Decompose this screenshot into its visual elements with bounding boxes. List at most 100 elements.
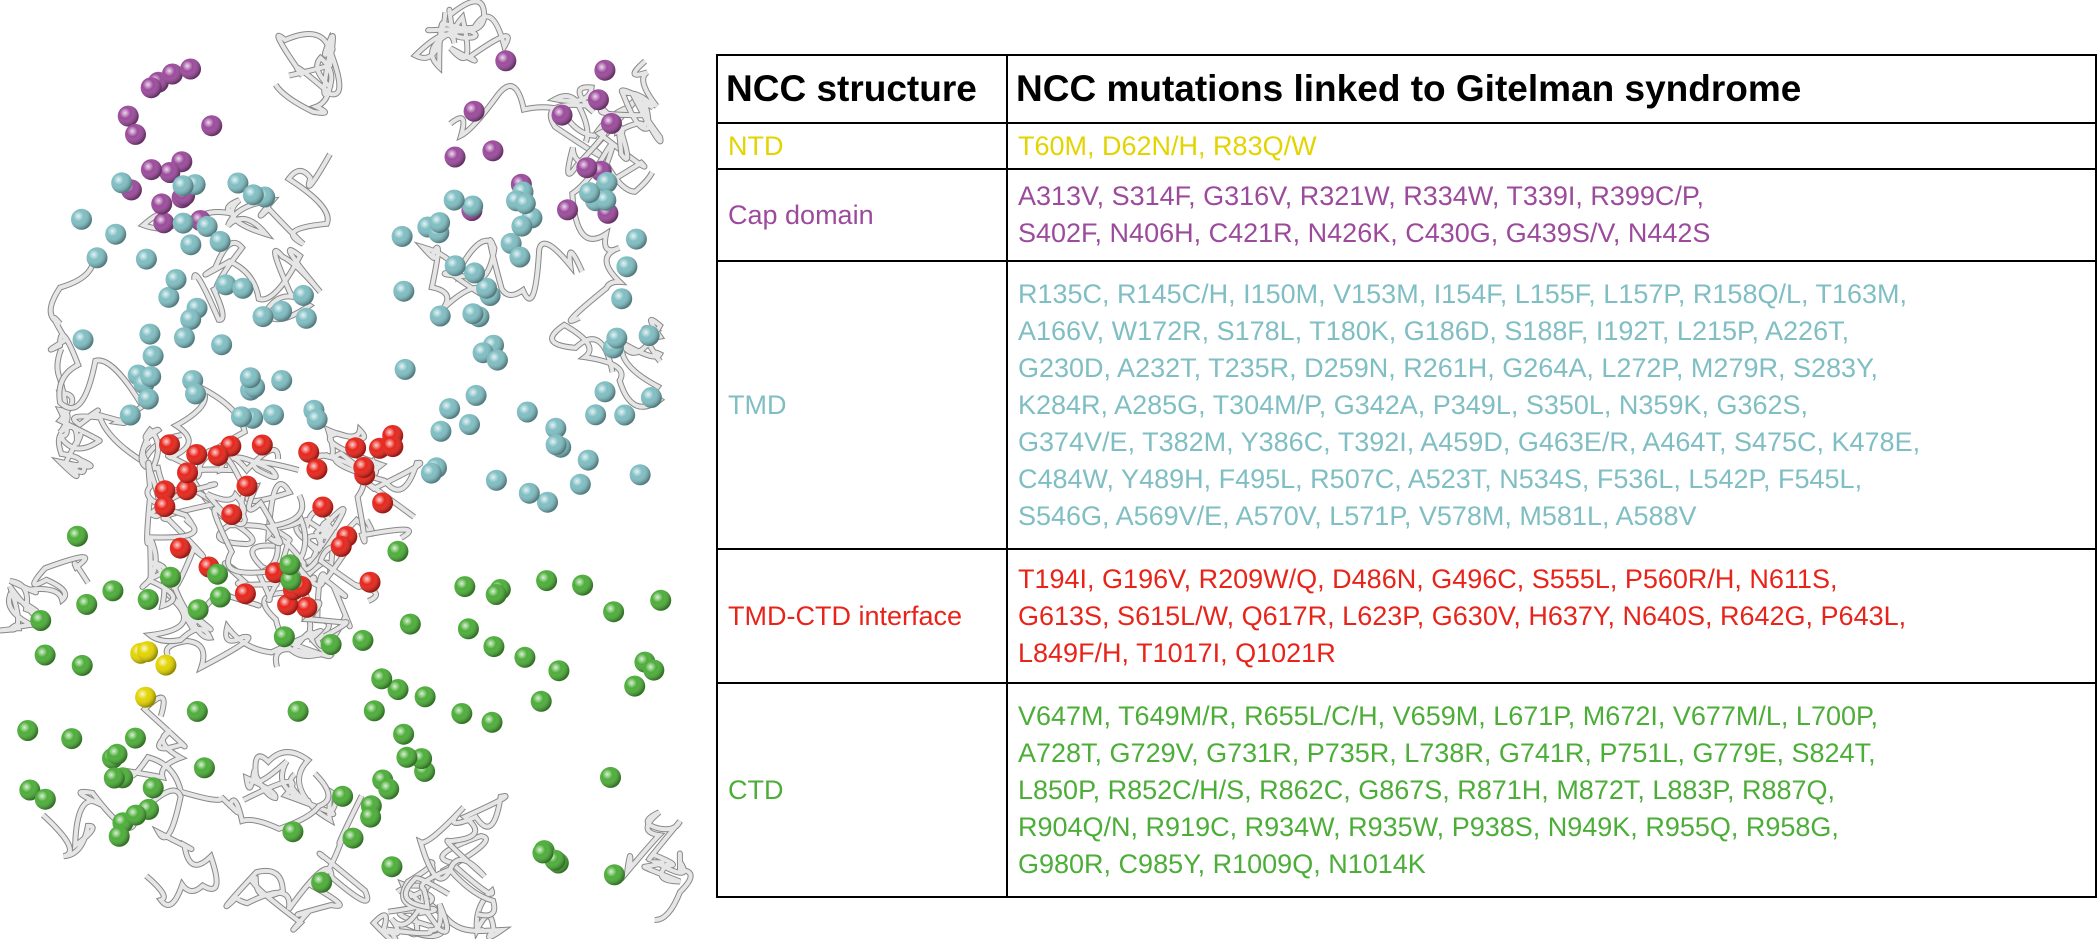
residue-sphere — [557, 199, 578, 221]
residue-sphere — [137, 588, 159, 610]
residue-sphere — [482, 140, 504, 162]
header-row: NCC structure NCC mutations linked to Gi… — [716, 54, 2097, 124]
residue-sphere — [611, 288, 633, 310]
residue-sphere — [393, 723, 415, 745]
residue-sphere — [332, 785, 354, 807]
residue-sphere — [117, 105, 139, 127]
ribbon — [145, 480, 261, 644]
residue-sphere — [572, 574, 594, 596]
residue-sphere — [629, 464, 651, 486]
residue-sphere — [387, 679, 409, 700]
residue-sphere — [135, 248, 157, 270]
residue-sphere — [34, 644, 56, 666]
residue-sphere — [282, 821, 304, 843]
residue-sphere — [185, 383, 206, 405]
mutation-line: S402F, N406H, C421R, N426K, C430G, G439S… — [1018, 218, 1711, 248]
residue-sphere — [625, 228, 647, 250]
residue-sphere — [342, 827, 364, 849]
residue-sphere — [287, 700, 309, 722]
mutation-line: L850P, R852C/H/S, R862C, G867S, R871H, M… — [1018, 774, 1836, 805]
residue-sphere — [137, 641, 158, 663]
residue-sphere — [371, 668, 393, 690]
residue-sphere — [137, 388, 159, 410]
ribbon — [416, 238, 584, 310]
protein-structure — [0, 0, 694, 939]
residue-sphere — [230, 406, 252, 428]
residue-sphere — [624, 675, 646, 697]
structure-cell: NTD — [716, 122, 1008, 170]
residue-sphere — [530, 690, 552, 712]
residue-sphere — [172, 212, 194, 234]
residue-sphere — [486, 349, 508, 371]
mutation-line: C484W, Y489H, F495L, R507C, A523T, N534S… — [1018, 463, 1863, 494]
residue-sphere — [298, 441, 320, 463]
residue-sphere — [430, 420, 452, 442]
residue-sphere — [234, 583, 256, 605]
residue-sphere — [330, 535, 352, 557]
residue-sphere — [19, 779, 41, 801]
residue-sphere — [394, 358, 416, 380]
residue-sphere — [444, 255, 466, 277]
residue-sphere — [444, 146, 466, 168]
mutations-cell: T194I, G196V, R209W/Q, D486N, G496C, S55… — [1006, 548, 2097, 684]
residue-sphere — [227, 172, 249, 194]
ribbon — [412, 0, 510, 72]
residue-sphere — [165, 269, 187, 290]
residue-sphere — [414, 686, 436, 708]
residue-sphere — [606, 327, 628, 349]
residue-sphere — [511, 215, 533, 237]
residue-sphere — [381, 856, 403, 878]
mutation-line: S546G, A569V/E, A570V, L571P, V578M, M58… — [1018, 500, 1697, 531]
residue-sphere — [537, 491, 558, 513]
residue-sphere — [159, 434, 180, 456]
residue-sphere — [396, 746, 418, 768]
residue-sphere — [509, 246, 531, 268]
residue-sphere — [160, 566, 181, 588]
mutation-line: R904Q/N, R919C, R934W, R935W, P938S, N94… — [1018, 811, 1839, 842]
residue-sphere — [71, 208, 92, 230]
mutation-line: G613S, S615L/W, Q617R, L623P, G630V, H63… — [1018, 600, 1907, 631]
residue-sphere — [463, 100, 485, 122]
residue-sphere — [211, 334, 233, 356]
residue-sphere — [271, 370, 293, 391]
residue-sphere — [306, 458, 328, 480]
residue-sphere — [72, 329, 94, 351]
residue-sphere — [643, 659, 665, 681]
residue-sphere — [30, 610, 52, 631]
residue-sphere — [159, 162, 181, 183]
mutation-line: A166V, W172R, S178L, T180K, G186D, S188F… — [1018, 315, 1850, 346]
ribbon — [205, 483, 349, 639]
residue-sphere — [353, 456, 375, 478]
residue-sphere — [139, 323, 161, 345]
mutations-cell: V647M, T649M/R, R655L/C/H, V659M, L671P,… — [1006, 682, 2097, 898]
residue-sphere — [345, 437, 367, 459]
residue-sphere — [372, 492, 394, 514]
residue-sphere — [232, 277, 254, 299]
residue-sphere — [545, 417, 567, 439]
residue-sphere — [176, 479, 198, 501]
residue-sphere — [459, 414, 480, 435]
ribbon — [41, 788, 219, 907]
residue-sphere — [464, 262, 485, 284]
residue-sphere — [640, 387, 662, 408]
structure-cell: TMD-CTD interface — [716, 548, 1008, 684]
residue-sphere — [154, 480, 176, 502]
mutation-line: G374V/E, T382M, Y386C, T392I, A459D, G46… — [1018, 426, 1921, 457]
ribbon — [396, 834, 509, 939]
residue-sphere — [603, 864, 625, 886]
residue-sphere — [363, 700, 385, 722]
residue-sphere — [135, 686, 157, 708]
table-row: Cap domain A313V, S314F, G316V, R321W, R3… — [716, 168, 2097, 262]
residue-sphere — [209, 230, 231, 252]
residue-sphere — [518, 482, 540, 504]
residue-sphere — [140, 77, 162, 99]
residue-sphere — [616, 256, 638, 278]
residue-sphere — [485, 584, 507, 605]
residue-sphere — [548, 660, 570, 682]
residue-sphere — [585, 404, 607, 426]
residue-sphere — [514, 646, 536, 668]
residue-sphere — [280, 569, 302, 591]
ribbon — [48, 249, 182, 466]
residue-sphere — [180, 308, 202, 330]
